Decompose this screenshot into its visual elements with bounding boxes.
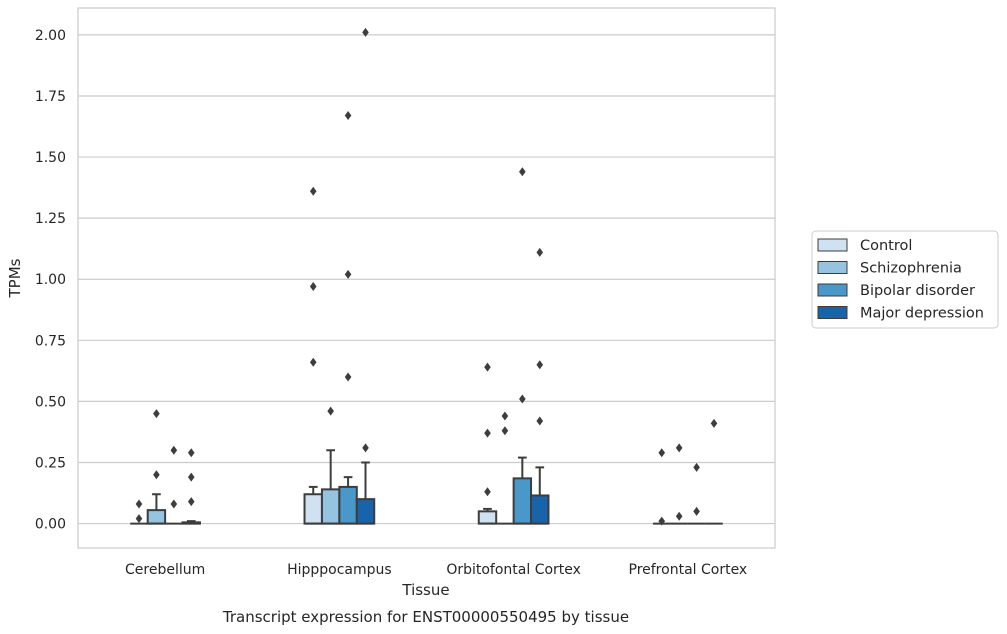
- outlier-point: [536, 247, 544, 257]
- outlier-point: [135, 499, 143, 509]
- outlier-point: [309, 186, 317, 196]
- box-bipolar-disorder: [338, 111, 358, 525]
- outlier-point: [309, 357, 317, 367]
- outlier-point: [187, 497, 195, 507]
- plot-area: [130, 27, 723, 526]
- box-body: [477, 510, 498, 525]
- box-schizophrenia: [670, 443, 688, 525]
- y-tick-label: 1.75: [35, 89, 66, 105]
- box-major-depression: [181, 448, 201, 525]
- box-body: [512, 477, 533, 525]
- box-schizophrenia: [320, 406, 341, 525]
- chart-caption: Transcript expression for ENST0000055049…: [222, 608, 629, 626]
- box-body: [355, 498, 376, 525]
- box-body: [338, 485, 358, 525]
- outlier-point: [658, 448, 666, 458]
- box-body: [303, 493, 323, 525]
- y-tick-label: 1.50: [35, 150, 66, 166]
- legend-swatch: [817, 238, 848, 252]
- outlier-point: [519, 167, 526, 177]
- outlier-point: [187, 448, 195, 458]
- box-schizophrenia: [146, 409, 167, 525]
- outlier-point: [344, 111, 352, 121]
- box-body: [320, 488, 341, 525]
- legend-label: Schizophrenia: [860, 261, 962, 277]
- box-control: [130, 499, 148, 525]
- legend-swatch: [817, 283, 848, 297]
- box-major-depression: [530, 247, 550, 525]
- outlier-point: [135, 514, 143, 524]
- outlier-point: [675, 443, 683, 453]
- x-tick-label: Orbitofontal Cortex: [446, 562, 581, 578]
- legend-label: Control: [860, 238, 912, 254]
- plot-frame: [77, 7, 776, 549]
- outlier-point: [484, 362, 491, 372]
- outlier-point: [153, 470, 160, 480]
- y-axis: 0.00 0.25 0.50 0.75 1.00 1.25 1.50 1.75 2.00: [35, 28, 66, 533]
- x-axis: Cerebellum Hipppocampus Orbitofontal Corte…: [125, 562, 747, 578]
- outlier-point: [362, 443, 369, 453]
- outlier-point: [484, 487, 491, 497]
- y-tick-label: 0.25: [35, 455, 66, 471]
- y-tick-label: 0.50: [35, 394, 66, 410]
- outlier-point: [710, 418, 718, 428]
- outlier-point: [536, 360, 544, 370]
- box-major-depression: [355, 27, 376, 525]
- outlier-point: [309, 282, 317, 292]
- box-schizophrenia: [496, 411, 514, 525]
- box-bipolar-disorder: [687, 462, 706, 525]
- x-tick-label: Prefrontal Cortex: [629, 562, 748, 578]
- legend-frame: [811, 230, 999, 329]
- outlier-point: [484, 428, 491, 438]
- legend-label: Major depression: [860, 306, 984, 322]
- outlier-point: [327, 406, 334, 416]
- y-tick-label: 0.00: [35, 517, 66, 533]
- legend-swatch: [817, 261, 848, 274]
- x-tick-label: Cerebellum: [125, 562, 205, 578]
- outlier-point: [170, 445, 178, 455]
- outlier-point: [693, 462, 700, 472]
- outlier-point: [362, 27, 369, 37]
- outlier-point: [501, 426, 509, 436]
- y-tick-label: 2.00: [35, 28, 66, 44]
- y-tick-label: 1.00: [35, 272, 66, 288]
- box-body: [530, 494, 550, 525]
- y-tick-label: 0.75: [35, 333, 66, 349]
- outlier-point: [153, 409, 160, 419]
- legend-label: Bipolar disorder: [860, 283, 975, 299]
- box-control: [653, 448, 671, 526]
- y-tick-label: 1.25: [35, 211, 66, 227]
- box-control: [477, 362, 498, 525]
- outlier-point: [675, 511, 683, 521]
- box-major-depression: [705, 418, 723, 525]
- box-control: [303, 186, 323, 525]
- outlier-point: [344, 269, 352, 279]
- outlier-point: [536, 416, 544, 426]
- box-bipolar-disorder: [512, 167, 533, 525]
- outlier-point: [693, 506, 700, 516]
- gridlines: [78, 34, 775, 525]
- legend-swatch: [817, 306, 848, 319]
- outlier-point: [170, 499, 178, 509]
- outlier-point: [658, 516, 666, 526]
- legend: Control Schizophrenia Bipolar disorder Majo…: [811, 230, 999, 329]
- y-axis-label: TPMs: [6, 258, 24, 298]
- box-body: [146, 509, 167, 525]
- outlier-point: [501, 411, 509, 421]
- outlier-point: [519, 394, 526, 404]
- outlier-point: [344, 372, 352, 382]
- x-tick-label: Hipppocampus: [287, 562, 392, 578]
- outlier-point: [187, 472, 195, 482]
- box-bipolar-disorder: [165, 445, 183, 525]
- x-axis-label: Tissue: [401, 581, 449, 599]
